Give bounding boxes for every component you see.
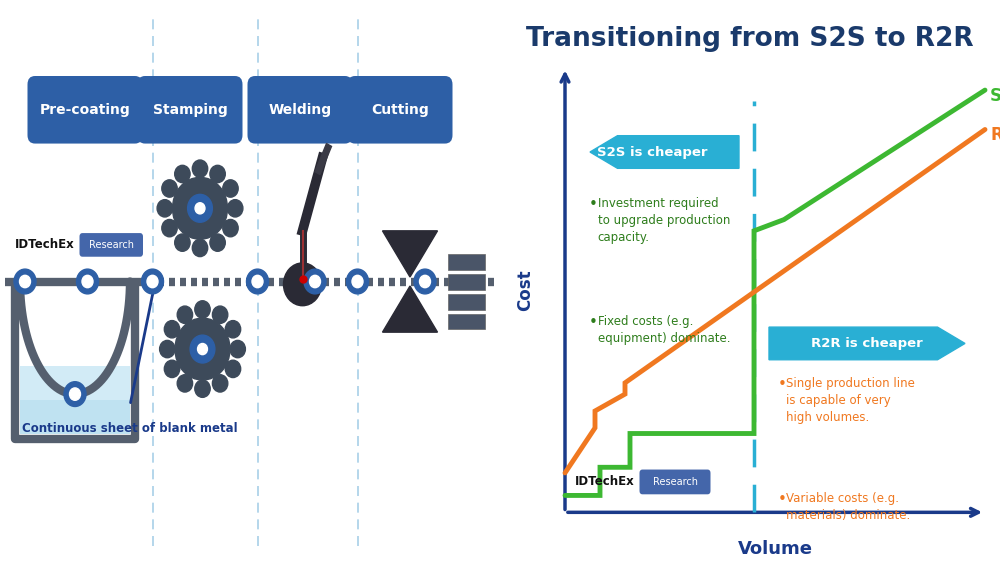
Circle shape <box>352 275 363 288</box>
Circle shape <box>414 269 436 294</box>
Text: Pre-coating: Pre-coating <box>40 103 130 117</box>
Circle shape <box>304 269 326 294</box>
Circle shape <box>420 275 430 288</box>
Circle shape <box>225 320 241 338</box>
FancyBboxPatch shape <box>640 470 710 494</box>
FancyBboxPatch shape <box>448 274 485 290</box>
Text: •: • <box>589 315 598 330</box>
Circle shape <box>210 166 225 182</box>
FancyBboxPatch shape <box>448 254 485 270</box>
Circle shape <box>192 160 208 177</box>
Circle shape <box>195 203 205 214</box>
FancyBboxPatch shape <box>248 76 352 144</box>
Circle shape <box>195 301 210 318</box>
Circle shape <box>175 318 230 380</box>
Circle shape <box>164 360 180 378</box>
FancyBboxPatch shape <box>28 76 143 144</box>
Text: Variable costs (e.g.
materials) dominate.: Variable costs (e.g. materials) dominate… <box>786 492 911 522</box>
Text: S2S is cheaper: S2S is cheaper <box>597 145 707 159</box>
Circle shape <box>212 306 228 323</box>
Text: Volume: Volume <box>738 540 812 558</box>
Text: Investment required
to upgrade production
capacity.: Investment required to upgrade productio… <box>598 197 730 244</box>
Circle shape <box>175 234 190 251</box>
Circle shape <box>223 220 238 237</box>
Text: Transitioning from S2S to R2R: Transitioning from S2S to R2R <box>526 26 974 52</box>
Circle shape <box>225 360 241 378</box>
Circle shape <box>223 180 238 197</box>
Circle shape <box>252 275 263 288</box>
Circle shape <box>230 341 245 358</box>
FancyBboxPatch shape <box>20 366 130 434</box>
Text: •: • <box>589 197 598 212</box>
FancyBboxPatch shape <box>20 366 130 400</box>
Text: R2R: R2R <box>990 126 1000 144</box>
Text: Cost: Cost <box>516 269 534 311</box>
Circle shape <box>164 320 180 338</box>
Circle shape <box>177 375 193 392</box>
FancyArrow shape <box>590 136 739 168</box>
Text: Research: Research <box>652 477 698 487</box>
Text: IDTechEx: IDTechEx <box>15 238 75 252</box>
Circle shape <box>177 306 193 323</box>
Circle shape <box>195 380 210 397</box>
Text: Fixed costs (e.g.
equipment) dominate.: Fixed costs (e.g. equipment) dominate. <box>598 315 730 345</box>
Polygon shape <box>382 231 438 277</box>
Circle shape <box>284 263 322 306</box>
Circle shape <box>157 200 173 217</box>
Circle shape <box>192 239 208 257</box>
Circle shape <box>246 269 268 294</box>
FancyBboxPatch shape <box>138 76 242 144</box>
Text: S2S: S2S <box>990 87 1000 105</box>
Circle shape <box>70 388 81 400</box>
Text: Research: Research <box>89 240 134 250</box>
Polygon shape <box>315 144 332 175</box>
Circle shape <box>162 220 177 237</box>
Circle shape <box>173 177 228 239</box>
Circle shape <box>190 335 215 363</box>
Circle shape <box>310 275 320 288</box>
Circle shape <box>82 275 93 288</box>
Circle shape <box>175 166 190 182</box>
Text: Continuous sheet of blank metal: Continuous sheet of blank metal <box>22 422 238 435</box>
Circle shape <box>64 382 86 406</box>
FancyBboxPatch shape <box>348 76 452 144</box>
Text: IDTechEx: IDTechEx <box>575 475 635 488</box>
Circle shape <box>210 234 225 251</box>
Text: Welding: Welding <box>268 103 332 117</box>
Text: R2R is cheaper: R2R is cheaper <box>811 337 923 350</box>
Circle shape <box>142 269 164 294</box>
Circle shape <box>162 180 177 197</box>
Polygon shape <box>382 286 438 332</box>
Text: Stamping: Stamping <box>153 103 227 117</box>
Circle shape <box>20 275 30 288</box>
Circle shape <box>188 194 212 222</box>
Text: •: • <box>778 492 787 507</box>
Text: Cutting: Cutting <box>371 103 429 117</box>
Circle shape <box>212 375 228 392</box>
FancyBboxPatch shape <box>448 294 485 310</box>
Text: Single production line
is capable of very
high volumes.: Single production line is capable of ver… <box>786 377 915 424</box>
FancyBboxPatch shape <box>80 233 143 257</box>
Circle shape <box>14 269 36 294</box>
FancyArrow shape <box>769 327 965 360</box>
Circle shape <box>228 200 243 217</box>
Circle shape <box>76 269 98 294</box>
Circle shape <box>198 343 207 355</box>
Circle shape <box>147 275 158 288</box>
Circle shape <box>160 341 175 358</box>
FancyBboxPatch shape <box>448 314 485 329</box>
Circle shape <box>347 269 368 294</box>
Text: •: • <box>778 377 787 392</box>
